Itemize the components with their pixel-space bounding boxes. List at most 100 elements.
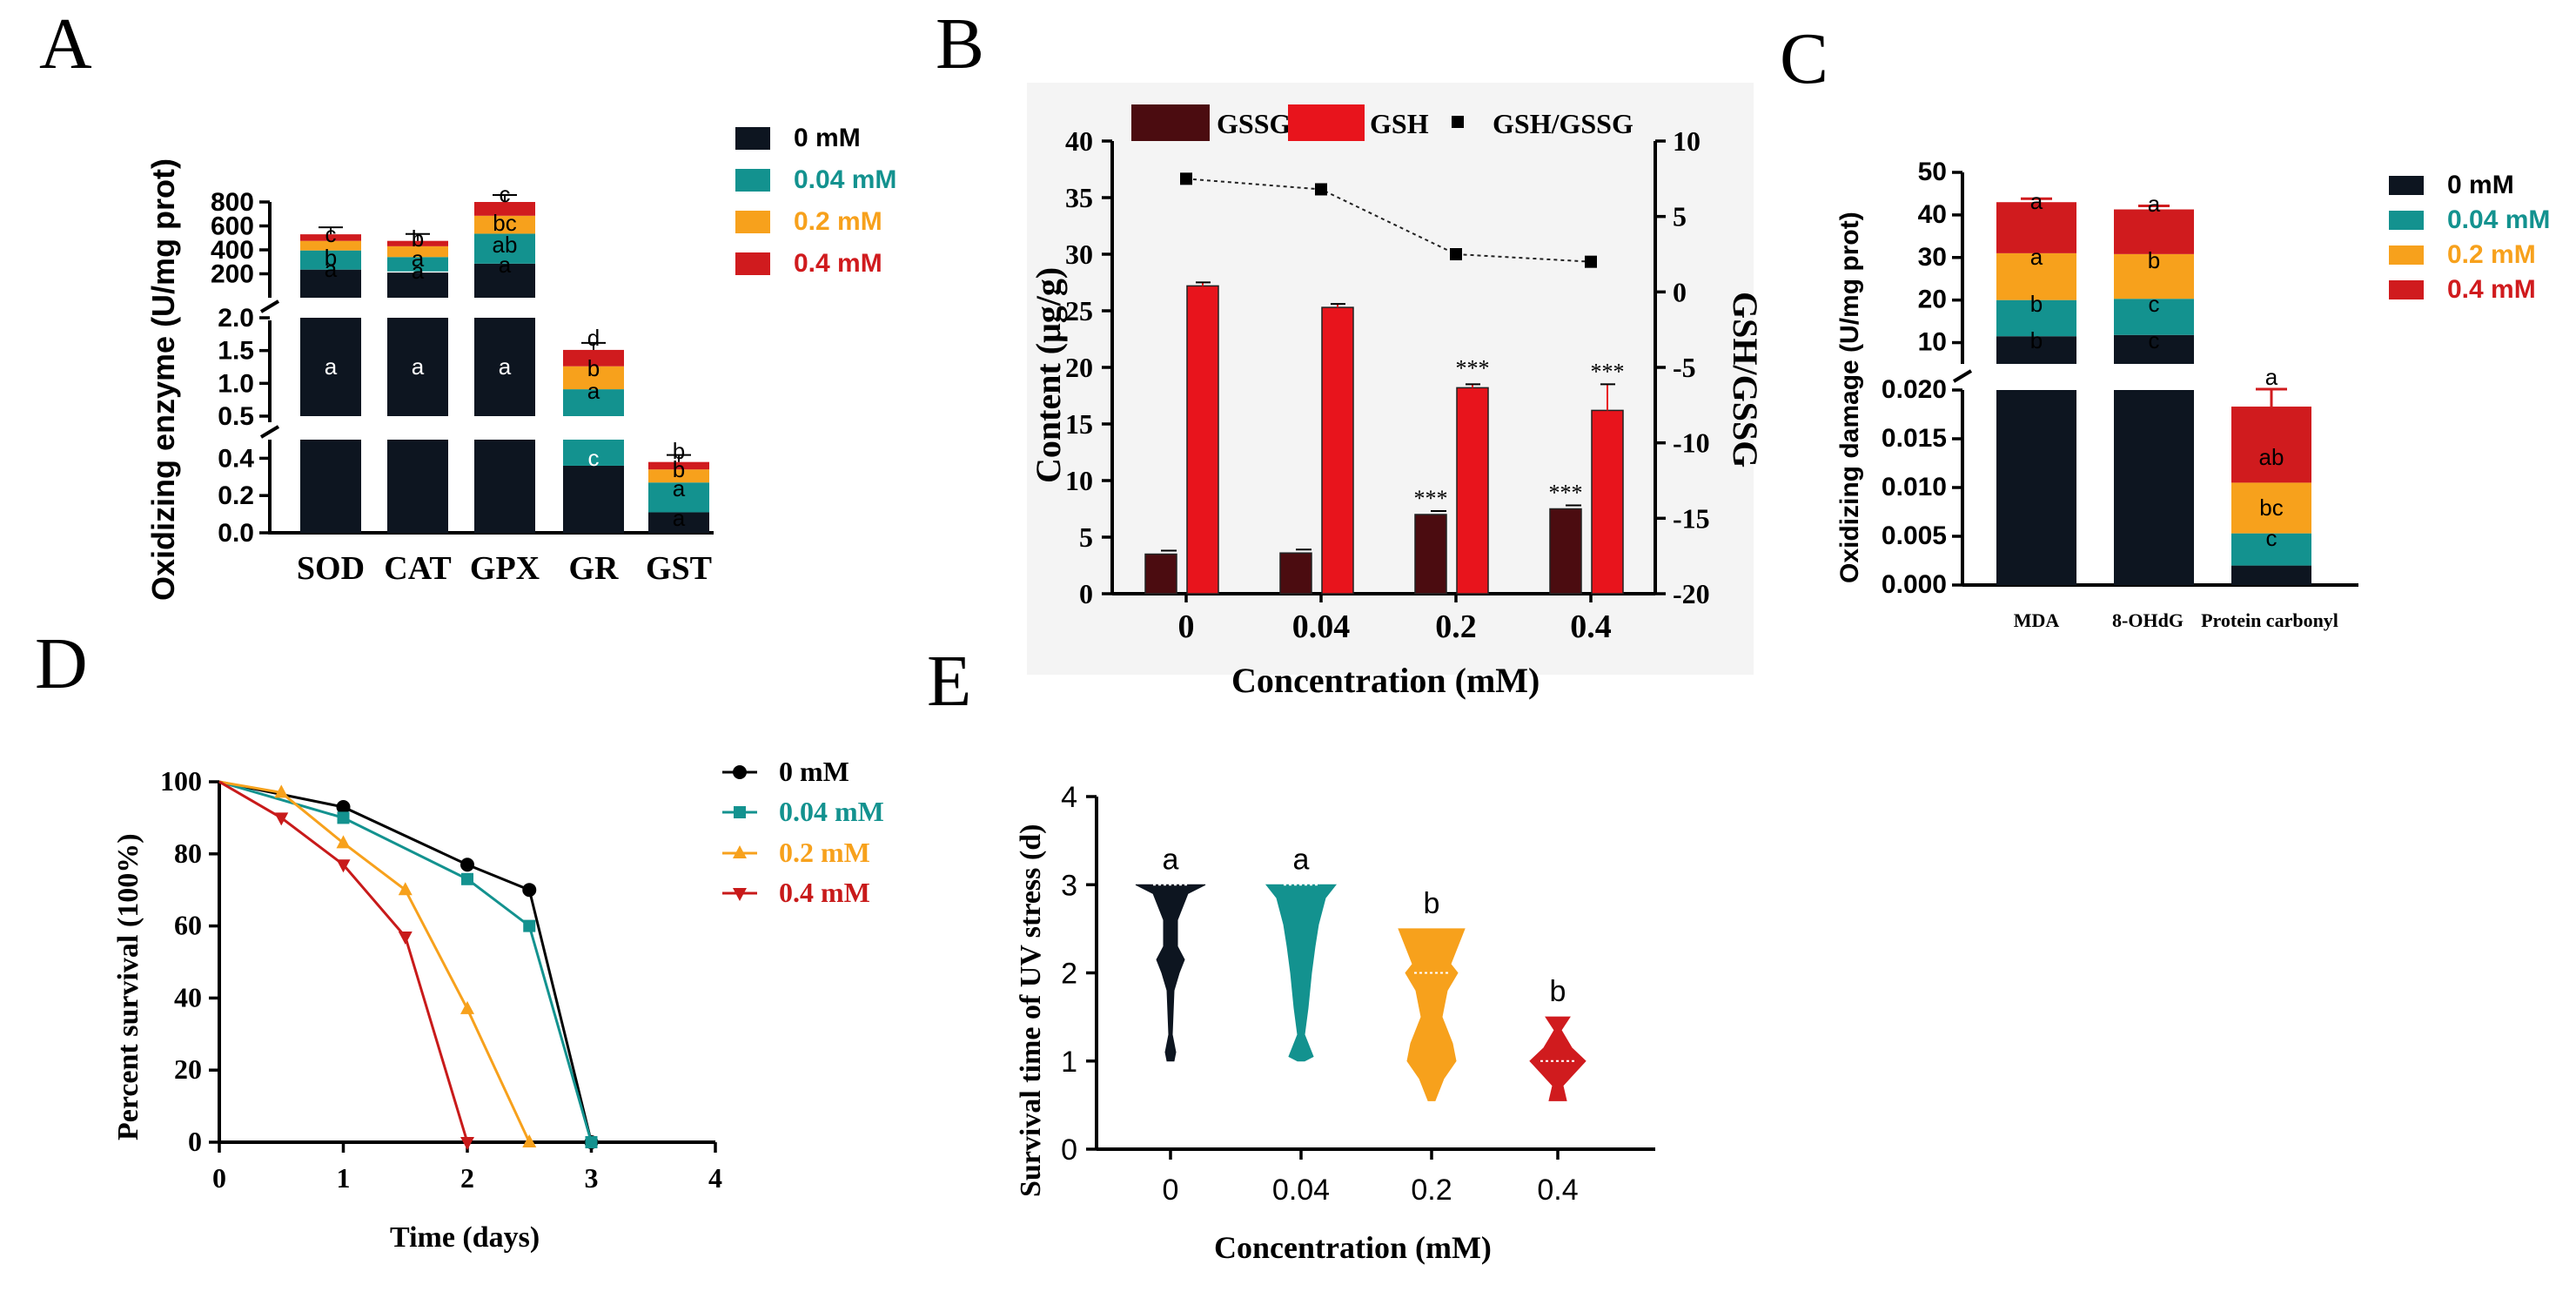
panel-c-legend-swatch [2389,176,2424,195]
panel-c-stack-segment [2231,565,2311,585]
panel-b-y-tick-label: 10 [1065,465,1093,496]
panel-a-legend-label: 0.2 mM [794,207,882,236]
panel-a-significance-letter: a [412,258,425,284]
panel-d-x-tick-label: 3 [585,1162,599,1194]
panel-a-y-tick-label: 800 [211,188,254,217]
panel-c-stack-segment [1996,299,2076,337]
panel-a-stack-segment [474,202,535,216]
panel-b-y-tick-label: 35 [1065,182,1093,213]
panel-letter-a: A [39,3,92,84]
panel-c-x-tick-label: Protein carbonyl [2201,609,2338,631]
panel-d-legend-label: 0.04 mM [779,796,884,827]
panel-a-y-tick-label: 400 [211,236,254,265]
panel-a-bar-mid [387,318,448,416]
panel-b-legend-swatch-gsh [1288,104,1365,141]
panel-c-significance-letter: a [2030,244,2043,270]
panel-a-significance-letter: bc [493,210,516,236]
panel-a-stack-segment [474,215,535,234]
panel-b-legend-gsh: GSH [1370,108,1429,139]
panel-a-stack-segment [648,482,709,513]
panel-e-x-tick-label: 0.4 [1537,1174,1578,1207]
panel-b-gssg-bar [1414,514,1447,595]
panel-e-violin [1135,884,1206,1062]
panel-c-significance-letter: c [2149,291,2160,317]
panel-a-bar-low [474,440,535,533]
panel-c-legend-label: 0.04 mM [2447,205,2550,234]
panel-b-y-tick-label: 40 [1065,125,1093,157]
panel-e-significance-letter: a [1163,843,1179,876]
panel-c-stack-segment [1996,202,2076,253]
panel-b-ylabel: Content (μg/g) [1029,267,1068,483]
panel-a-stack-segment [300,234,361,241]
panel-a-significance-letter: a [673,475,686,501]
panel-c-axis-break [1952,369,1973,383]
panel-a-stack-segment [300,240,361,251]
panel-c-significance-letter: b [2030,327,2043,353]
panel-d-marker-triangle-down [336,859,351,873]
panel-a-stack-segment [563,366,624,390]
panel-b-y-tick-label: 20 [1065,352,1093,383]
panel-a-stack-segment [474,233,535,264]
panel-d-ylabel: Percent survival (100%) [112,833,144,1140]
panel-d-series-line [218,780,531,1143]
panel-a-y-tick-label: 1.5 [218,337,254,366]
panel-b-xlabel: Concentration (mM) [1231,661,1540,700]
panel-c-x-tick-label: MDA [2014,609,2060,631]
panel-e-significance-letter: a [1293,843,1310,876]
panel-b-gsh-significance: *** [1456,355,1490,380]
panel-a-stack-segment [648,512,709,533]
panel-b-y2-tick-label: -15 [1673,502,1710,534]
panel-a-axis-break [259,299,280,313]
panel-b-x-tick-label: 0.2 [1435,609,1477,645]
panel-c-top-letter: a [2265,364,2278,390]
panel-b-ratio-line [1185,178,1592,263]
panel-d-marker-circle [733,765,747,779]
panel-c-y-tick-label: 0.005 [1882,521,1947,550]
panel-c-bar-low [2114,390,2194,585]
panel-a-y-tick-label: 0.4 [218,444,254,473]
panel-d-marker-square [585,1136,598,1148]
panel-a-significance-letter: b [673,438,685,464]
panel-b-y-tick-label: 5 [1079,521,1093,553]
panel-c-top-letter: a [2148,191,2161,217]
panel-b-y2-tick-label: -10 [1673,427,1710,459]
panel-a-y-tick-label: 2.0 [218,304,254,333]
panel-b-gssg-significance: *** [1549,481,1583,506]
panel-b-x-tick-label: 0.4 [1570,609,1612,645]
panel-d-marker-square [734,806,746,818]
panel-b-ratio-point [1450,248,1462,260]
panel-b-y-tick-label: 15 [1065,408,1093,440]
panel-b-legend-swatch-ratio [1452,116,1464,128]
panel-d-x-tick-label: 1 [337,1162,351,1194]
panel-b-gssg-significance: *** [1414,486,1448,511]
panel-b-y2-tick-label: 5 [1673,201,1687,232]
panel-e-x-tick-label: 0.04 [1272,1174,1330,1207]
panel-c-stack-segment [2231,482,2311,534]
panel-c-chart: Oxidizing damage (U/mg prot) 0.000 0.005 0… [1835,158,2550,631]
panel-b-y-tick-label: 25 [1065,295,1093,326]
panel-a-y-tick-label: 600 [211,212,254,241]
panel-a-ylabel: Oxidizing enzyme (U/mg prot) [145,158,181,601]
panel-d-y-tick-label: 80 [174,837,202,869]
panel-c-legend-swatch [2389,246,2424,265]
panel-e-y-tick-label: 1 [1061,1046,1077,1079]
panel-a-mid-letter: a [412,353,425,380]
panel-a-y-tick-label: 0.0 [218,519,254,548]
panel-a-significance-letter: d [587,325,600,351]
panel-a-x-tick-label: GST [646,550,712,587]
panel-d-marker-triangle-up [733,845,747,858]
panel-d-marker-square [523,919,536,932]
panel-d-xlabel: Time (days) [390,1221,540,1254]
panel-a-significance-letter: c [325,221,337,247]
panel-d-marker-square [337,811,350,824]
panel-d-marker-triangle-up [274,784,289,798]
panel-a-mid-letter: a [325,353,338,380]
panel-e-xlabel: Concentration (mM) [1214,1230,1492,1265]
panel-d-marker-square [461,872,473,885]
panel-b-y2label: GSH/GSSG [1726,292,1765,468]
panel-a-legend-swatch [735,252,770,275]
panel-a-stack-segment [387,257,448,272]
panel-d-marker-circle [460,858,474,872]
panel-e-y-tick-label: 3 [1061,869,1077,902]
